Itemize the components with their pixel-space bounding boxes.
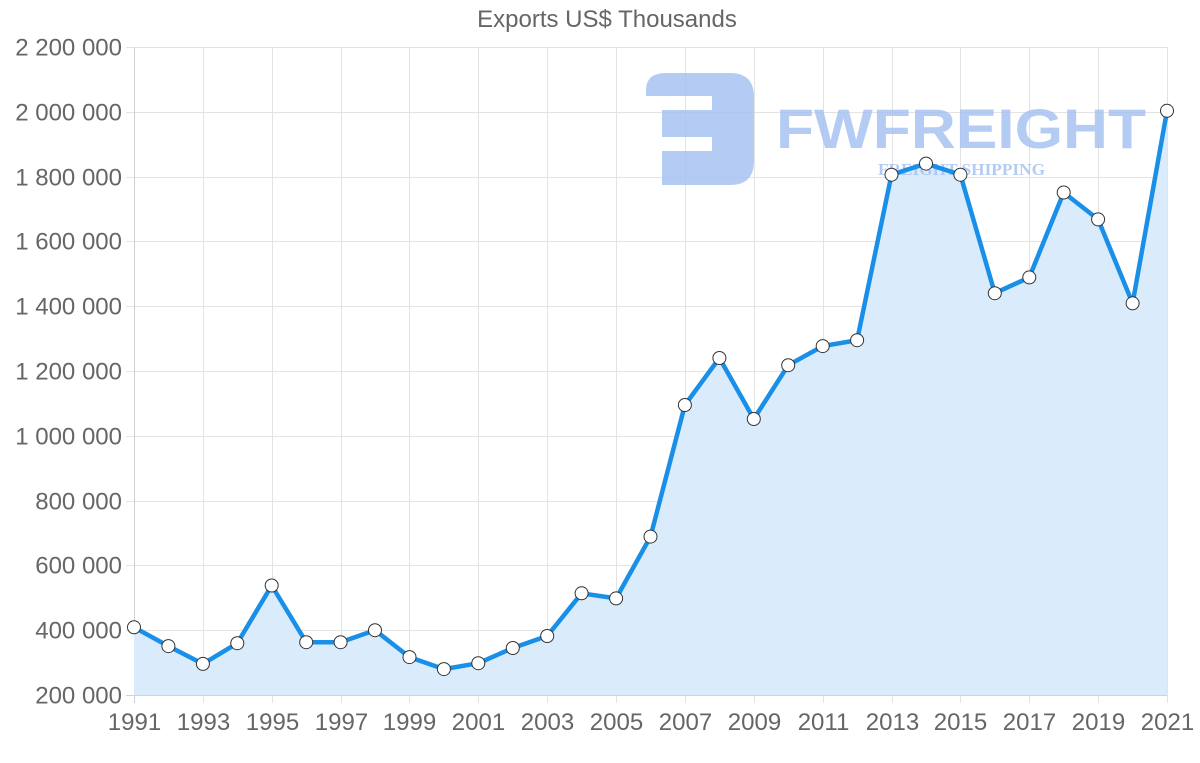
data-point-2011[interactable] <box>815 339 830 354</box>
y-tick-label: 200 000 <box>35 683 122 710</box>
x-tick-label: 2015 <box>934 709 987 736</box>
data-point-1992[interactable] <box>161 639 176 654</box>
data-point-1996[interactable] <box>299 635 314 650</box>
x-tick-label: 2001 <box>452 709 505 736</box>
y-tick-label: 600 000 <box>35 553 122 580</box>
data-point-2003[interactable] <box>540 629 555 643</box>
y-axis: 200 000 400 000 600 000 800 000 1 000 000 1 2… <box>15 35 122 710</box>
data-point-1994[interactable] <box>230 636 245 651</box>
data-point-2017[interactable] <box>1022 270 1037 285</box>
data-point-1999[interactable] <box>402 650 417 665</box>
data-point-2001[interactable] <box>471 656 486 671</box>
data-points <box>127 103 1174 677</box>
data-point-2008[interactable] <box>712 351 727 365</box>
data-point-2016[interactable] <box>987 286 1002 301</box>
x-tick-label: 1993 <box>177 709 230 736</box>
data-point-2018[interactable] <box>1056 185 1071 200</box>
y-tick-label: 1 200 000 <box>15 359 122 386</box>
x-tick-label: 1995 <box>246 709 299 736</box>
x-tick-label: 2019 <box>1072 709 1125 736</box>
data-point-2000[interactable] <box>436 662 451 677</box>
data-point-2009[interactable] <box>746 412 761 426</box>
data-point-2021[interactable] <box>1160 103 1174 118</box>
x-tick-label: 2011 <box>798 709 850 736</box>
x-tick-label: 2003 <box>521 709 574 736</box>
data-point-1993[interactable] <box>195 656 210 671</box>
data-point-2020[interactable] <box>1125 296 1140 311</box>
watermark-brand: FWFREIGHT <box>776 97 1146 160</box>
y-tick-label: 1 400 000 <box>15 294 122 321</box>
series-area <box>134 110 1167 696</box>
data-point-2015[interactable] <box>953 167 968 182</box>
y-tick-label: 2 000 000 <box>15 100 122 127</box>
data-point-2002[interactable] <box>505 641 520 655</box>
x-tick-label: 1991 <box>108 709 161 736</box>
y-tick-label: 1 800 000 <box>15 165 122 192</box>
data-point-2014[interactable] <box>919 156 933 171</box>
y-tick-label: 800 000 <box>35 489 122 516</box>
data-point-1997[interactable] <box>333 635 348 650</box>
y-tick-label: 400 000 <box>35 618 122 645</box>
x-tick-label: 2021 <box>1141 709 1194 736</box>
data-point-1998[interactable] <box>368 623 382 638</box>
brand-logo-icon <box>646 73 754 185</box>
data-point-2010[interactable] <box>781 358 796 373</box>
data-point-2019[interactable] <box>1091 212 1106 227</box>
x-tick-label: 2007 <box>659 709 712 736</box>
chart-title: Exports US$ Thousands <box>477 6 737 33</box>
x-axis: 1991 1993 1995 1997 1999 2001 2003 2005 2007 2009… <box>108 709 1194 736</box>
y-tick-label: 2 200 000 <box>15 35 122 62</box>
data-point-2012[interactable] <box>850 333 865 348</box>
x-tick-label: 2017 <box>1003 709 1056 736</box>
y-tick-label: 1 000 000 <box>15 424 122 451</box>
watermark: FWFREIGHT FREIGHT SHIPPING <box>646 73 1146 185</box>
x-tick-label: 2013 <box>866 709 919 736</box>
data-point-2005[interactable] <box>609 591 624 606</box>
data-point-2004[interactable] <box>574 586 589 601</box>
x-tick-label: 2005 <box>590 709 643 736</box>
data-point-2013[interactable] <box>884 167 899 182</box>
data-point-1991[interactable] <box>127 620 141 635</box>
x-tick-label: 2009 <box>728 709 781 736</box>
data-point-1995[interactable] <box>264 578 279 593</box>
data-point-2006[interactable] <box>643 529 658 544</box>
x-tick-label: 1997 <box>315 709 368 736</box>
data-point-2007[interactable] <box>677 398 692 412</box>
y-tick-label: 1 600 000 <box>15 229 122 256</box>
x-tick-label: 1999 <box>383 709 436 736</box>
area-fill <box>134 110 1167 696</box>
